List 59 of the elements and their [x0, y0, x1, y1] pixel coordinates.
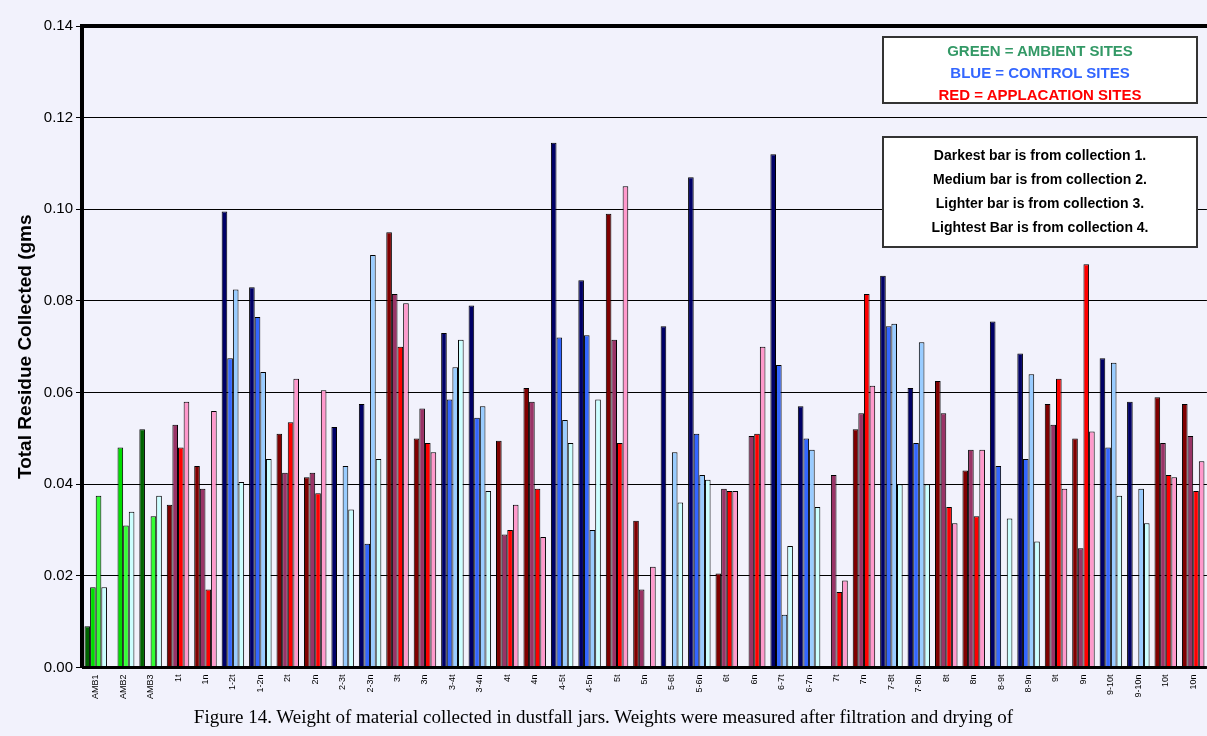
x-tick-label: 7t [831, 674, 841, 683]
x-tick-label: 6t [721, 674, 732, 683]
x-tick-label: 9t [1050, 674, 1061, 683]
x-tick-label: 7n [858, 674, 869, 685]
x-tick-label: 3-4n [474, 674, 485, 693]
x-tick-label: 1-2n [254, 674, 265, 693]
y-tick-label: 0.10 [43, 199, 73, 217]
x-tick-label: 8-9t [995, 674, 1006, 691]
x-tick-label: 5-6n [693, 674, 704, 693]
annotation: BLUE = CONTROL SITES [949, 63, 1131, 83]
annotation: GREEN = AMBIENT SITES [946, 41, 1134, 61]
x-tick-label: 9-10n [1132, 674, 1143, 698]
x-tick-label: 8t [940, 674, 951, 683]
x-tick-label: 2-3n [364, 674, 375, 693]
x-tick-label: 5t [611, 674, 622, 683]
x-tick-label: AMB1 [90, 674, 101, 700]
y-tick-label: 0.04 [43, 474, 73, 492]
x-tick-label: 3n [419, 674, 430, 685]
y-tick-label: 0.00 [43, 657, 73, 675]
y-tick-label: 0.08 [43, 291, 73, 309]
x-tick-label: 4-5n [584, 674, 595, 693]
x-tick-label: 9n [1077, 674, 1088, 685]
x-tick-label: 2t [282, 674, 293, 683]
x-tick-label: 7-8n [913, 674, 924, 693]
x-tick-label: 6-7t [776, 674, 787, 691]
x-tick-label: AMB2 [117, 674, 128, 700]
x-tick-label: 4t [501, 674, 512, 683]
x-tick-label: 1t [172, 674, 183, 683]
x-tick-label: AMB3 [145, 674, 156, 700]
x-tick-label: 4n [529, 674, 540, 685]
y-tick-label: 0.02 [43, 565, 73, 583]
x-tick-label: 8-9n [1023, 674, 1034, 693]
x-tick-label: 3-4t [446, 674, 457, 691]
y-tick-label: 0.06 [43, 382, 73, 400]
y-axis-title: Total Residue Collected (gms [13, 214, 35, 480]
x-tick-label: 1n [199, 674, 210, 685]
x-tick-label: 1-2t [227, 674, 238, 691]
caption: Figure 14. Weight of material collected in dustfall jars. Weights were measured after filtration and drying of [192, 706, 1015, 728]
x-tick-label: 10t [1160, 674, 1171, 688]
x-tick-label: 6n [748, 674, 759, 685]
annotation: Lighter bar is from collection 3. [934, 194, 1146, 213]
annotation: RED = APPLACATION SITES [937, 85, 1143, 105]
x-tick-label: 9-10t [1105, 673, 1116, 696]
x-tick-label: 3t [392, 674, 403, 683]
x-tick-label: 7-8t [885, 674, 896, 691]
x-tick-label: 4-5t [556, 674, 567, 691]
x-tick-label: 6-7n [803, 674, 814, 693]
annotation: Darkest bar is from collection 1. [932, 146, 1148, 165]
y-tick-label: 0.12 [43, 107, 73, 125]
annotation: Medium bar is from collection 2. [932, 170, 1148, 189]
x-tick-label: 2n [309, 674, 320, 685]
y-tick-label: 0.14 [43, 16, 73, 34]
key-text-box: GREEN = AMBIENT SITES BLUE = CONTROL SITES RED = APPLACATION SITES [882, 36, 1198, 104]
x-tick-label: 10n [1187, 674, 1198, 690]
x-tick-label: 2-3t [337, 674, 348, 691]
annotation: Lightest Bar is from collection 4. [930, 218, 1150, 237]
x-tick-label: 5-6t [666, 674, 677, 691]
x-tick-label: 8n [968, 674, 979, 685]
x-tick-label: 5n [638, 674, 649, 685]
